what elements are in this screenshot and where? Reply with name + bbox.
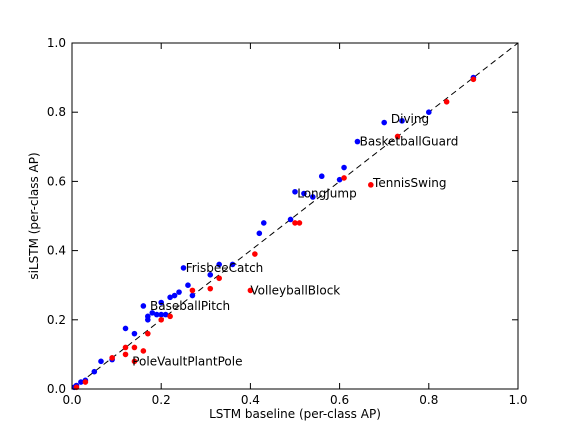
data-point-blue <box>399 118 405 124</box>
data-point-red <box>292 220 298 226</box>
data-point-red <box>145 330 151 337</box>
point-annotation: BasketballGuard <box>360 135 459 149</box>
data-point-blue <box>167 294 173 301</box>
data-point-blue <box>149 310 156 316</box>
data-point-blue <box>229 261 236 268</box>
data-point-blue <box>381 119 388 126</box>
data-point-blue <box>158 311 164 318</box>
point-annotation: TennisSwing <box>372 176 446 190</box>
data-point-red <box>82 379 89 385</box>
x-tick-label: 0.8 <box>419 393 438 407</box>
data-point-red <box>158 317 164 323</box>
data-point-blue <box>426 109 432 115</box>
data-point-blue <box>318 173 325 180</box>
x-tick-label: 1.0 <box>508 393 527 407</box>
data-point-blue <box>180 265 187 271</box>
data-point-red <box>122 351 129 358</box>
data-point-red <box>140 348 147 354</box>
data-point-blue <box>185 282 191 289</box>
point-annotation: PoleVaultPlantPole <box>132 354 242 368</box>
data-point-blue <box>162 311 169 318</box>
data-point-red <box>131 358 138 365</box>
data-point-red <box>341 175 347 181</box>
data-point-red <box>296 220 303 226</box>
y-tick-label: 0.4 <box>47 244 66 258</box>
y-tick-label: 1.0 <box>47 36 66 50</box>
data-point-red <box>470 76 477 83</box>
data-point-red <box>167 313 173 320</box>
data-point-blue <box>287 216 294 223</box>
y-tick-label: 0.6 <box>47 174 66 188</box>
x-tick-label: 0.2 <box>152 393 171 407</box>
y-tick-label: 0.8 <box>47 105 66 119</box>
data-point-blue <box>98 358 104 365</box>
point-annotation: Diving <box>391 112 429 126</box>
y-axis-label: siLSTM (per-class AP) <box>27 152 41 279</box>
data-point-blue <box>189 292 196 299</box>
data-point-blue <box>131 330 138 337</box>
data-point-red <box>394 133 401 140</box>
data-point-blue <box>158 299 164 306</box>
data-point-blue <box>91 368 98 375</box>
data-point-blue <box>301 190 307 197</box>
data-point-red <box>443 99 450 105</box>
data-point-red <box>122 344 129 351</box>
data-point-blue <box>354 138 361 145</box>
data-point-blue <box>145 313 151 320</box>
data-point-blue <box>310 194 316 200</box>
data-point-red <box>216 275 222 282</box>
data-point-blue <box>216 261 222 268</box>
data-point-blue <box>292 188 298 195</box>
data-point-red <box>131 344 138 351</box>
data-point-blue <box>207 272 214 278</box>
data-point-blue <box>153 311 160 318</box>
axis-ticks: 0.0 0.2 0.4 0.6 0.8 1.0 0.0 0.2 0.4 0.6 0.8 1.0 <box>47 36 528 407</box>
reference-diagonal-line <box>71 42 519 390</box>
x-axis-label: LSTM baseline (per-class AP) <box>209 407 381 421</box>
point-annotation: VolleyballBlock <box>250 283 340 297</box>
data-point-blue <box>78 379 84 385</box>
plot-frame <box>71 42 519 390</box>
point-annotation: LongJump <box>297 187 357 201</box>
data-point-blue <box>140 303 147 309</box>
x-tick-label: 0.0 <box>62 393 81 407</box>
data-point-blue <box>176 289 182 295</box>
x-tick-label: 0.4 <box>241 393 260 407</box>
data-point-blue <box>341 164 347 171</box>
x-tick-label: 0.6 <box>330 393 349 407</box>
data-point-blue <box>336 176 343 183</box>
data-point-red <box>368 182 374 188</box>
data-point-blue <box>122 325 129 332</box>
y-tick-label: 0.0 <box>47 382 66 396</box>
data-point-blue <box>260 220 267 226</box>
y-tick-label: 0.2 <box>47 313 66 327</box>
data-point-red <box>247 287 254 294</box>
data-point-red <box>109 355 115 361</box>
data-point-red <box>189 287 196 294</box>
data-point-blue <box>256 230 263 237</box>
data-point-red <box>252 251 258 257</box>
data-point-red <box>207 285 214 292</box>
plot-content: Diving BasketballGuard TennisSwing LongJump… <box>71 42 519 391</box>
point-annotation: FrisbeeCatch <box>186 261 264 275</box>
data-point-blue <box>171 292 178 299</box>
point-annotation: BaseballPitch <box>150 299 230 313</box>
